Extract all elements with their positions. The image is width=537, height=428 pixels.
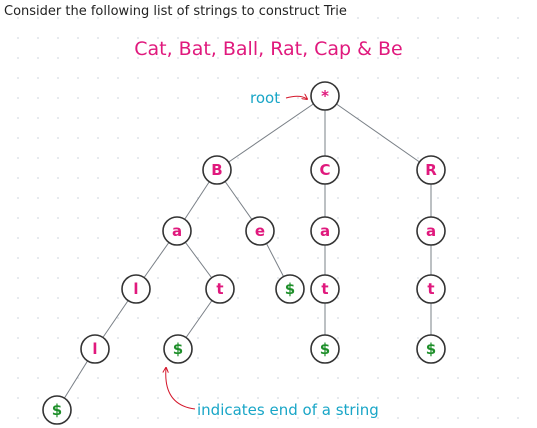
end-node: $ — [417, 335, 445, 363]
node-label: a — [320, 222, 330, 240]
root-label: root — [250, 89, 280, 107]
trie-node: a — [311, 217, 339, 245]
node-label: $ — [285, 280, 295, 298]
trie-edges — [57, 96, 431, 410]
root-arrow — [286, 96, 307, 99]
node-label: t — [321, 280, 328, 298]
end-node: $ — [164, 335, 192, 363]
edge-root-R — [325, 96, 431, 170]
node-label: e — [255, 222, 265, 240]
trie-node: t — [417, 275, 445, 303]
node-label: t — [427, 280, 434, 298]
end-marker-arrow — [166, 368, 195, 409]
node-label: $ — [426, 340, 436, 358]
trie-node: R — [417, 156, 445, 184]
node-label: B — [211, 161, 222, 179]
node-label: R — [425, 161, 437, 179]
node-label: a — [426, 222, 436, 240]
node-label: $ — [173, 340, 183, 358]
trie-nodes: * B C Ra e a a l t $ t t l $ $ $ $ — [43, 82, 445, 424]
root-node: * — [311, 82, 339, 110]
end-node: $ — [311, 335, 339, 363]
end-node: $ — [43, 396, 71, 424]
end-node: $ — [276, 275, 304, 303]
node-label: $ — [320, 340, 330, 358]
trie-node: t — [206, 275, 234, 303]
end-marker-label: indicates end of a string — [197, 401, 379, 419]
node-label: t — [216, 280, 223, 298]
node-label: a — [172, 222, 182, 240]
trie-node: C — [311, 156, 339, 184]
trie-node: a — [163, 217, 191, 245]
trie-node: l — [122, 275, 150, 303]
node-label: * — [321, 87, 329, 105]
node-label: C — [319, 161, 330, 179]
trie-node: e — [246, 217, 274, 245]
edge-root-B — [217, 96, 325, 170]
trie-node: B — [203, 156, 231, 184]
trie-node: a — [417, 217, 445, 245]
trie-node: t — [311, 275, 339, 303]
node-label: l — [92, 340, 97, 358]
node-label: $ — [52, 401, 62, 419]
node-label: l — [133, 280, 138, 298]
trie-node: l — [81, 335, 109, 363]
